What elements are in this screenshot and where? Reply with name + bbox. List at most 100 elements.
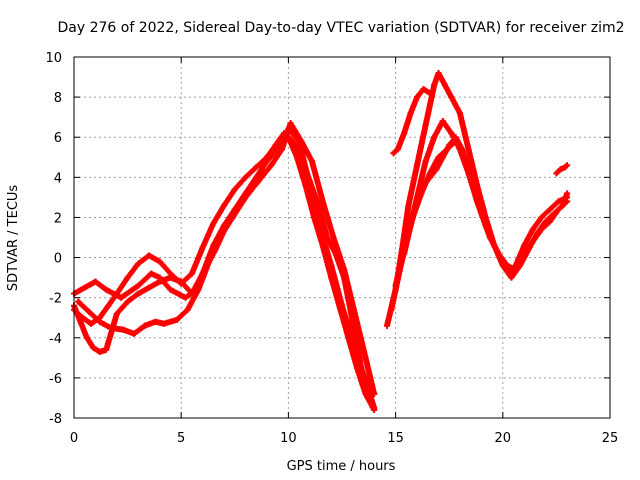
data-point (268, 162, 275, 169)
y-tick-label: -6 (49, 372, 62, 387)
y-tick-label: -2 (49, 292, 62, 307)
y-tick-label: 2 (54, 211, 62, 226)
data-point (407, 110, 414, 117)
data-point (414, 94, 421, 101)
data-point (407, 222, 414, 229)
data-point (103, 346, 110, 353)
data-point (195, 286, 202, 293)
data-point (81, 284, 88, 291)
data-point (349, 338, 356, 345)
data-point (120, 326, 127, 333)
data-point (96, 318, 103, 325)
data-point (420, 182, 427, 189)
data-point (146, 284, 153, 291)
data-point (351, 310, 358, 317)
data-point (173, 316, 180, 323)
data-point (141, 322, 148, 329)
data-point (178, 278, 185, 285)
data-point (557, 166, 564, 173)
data-point (465, 166, 472, 173)
data-point (90, 344, 97, 351)
x-tick-label: 15 (387, 431, 404, 446)
data-point (486, 234, 493, 241)
data-point (242, 174, 249, 181)
data-point (96, 348, 103, 355)
data-point (161, 320, 168, 327)
data-point (188, 270, 195, 277)
data-point (431, 82, 438, 89)
data-point (431, 134, 438, 141)
chart-title: Day 276 of 2022, Sidereal Day-to-day VTE… (58, 20, 625, 36)
data-point (448, 94, 455, 101)
data-point (231, 186, 238, 193)
data-point (390, 150, 397, 157)
data-point (394, 146, 401, 153)
data-point (521, 250, 528, 257)
data-point (306, 182, 313, 189)
data-point (113, 290, 120, 297)
data-point (392, 282, 399, 289)
data-point (135, 282, 142, 289)
data-point (433, 166, 440, 173)
data-point (452, 134, 459, 141)
data-point (426, 90, 433, 97)
data-point (255, 178, 262, 185)
series-track-3 (71, 126, 378, 397)
data-point (446, 142, 453, 149)
data-point (362, 354, 369, 361)
data-point (459, 146, 466, 153)
data-point (529, 226, 536, 233)
data-point (529, 238, 536, 245)
data-point (124, 274, 131, 281)
data-point (538, 226, 545, 233)
data-point (564, 190, 571, 197)
data-point (555, 198, 562, 205)
data-point (330, 234, 337, 241)
data-point (564, 162, 571, 169)
data-point (405, 202, 412, 209)
data-point (86, 308, 93, 315)
data-point (341, 266, 348, 273)
data-point (414, 198, 421, 205)
data-point (298, 138, 305, 145)
data-point (152, 318, 159, 325)
data-point (216, 234, 223, 241)
data-point (362, 390, 369, 397)
series-track-9 (390, 86, 433, 157)
data-point (512, 266, 519, 273)
x-tick-label: 10 (280, 431, 297, 446)
y-tick-label: -4 (49, 332, 62, 347)
data-point (293, 154, 300, 161)
data-point (113, 310, 120, 317)
data-point (414, 162, 421, 169)
x-tick-label: 0 (70, 431, 78, 446)
data-point (471, 186, 478, 193)
data-point (319, 198, 326, 205)
series-track-4 (75, 120, 378, 397)
series-track-10 (553, 162, 571, 177)
y-axis-label: SDTVAR / TECUs (6, 185, 21, 292)
data-point (88, 320, 95, 327)
data-point (131, 330, 138, 337)
data-point (546, 206, 553, 213)
data-point (107, 324, 114, 331)
data-point (538, 214, 545, 221)
data-point (167, 286, 174, 293)
y-tick-label: 0 (54, 252, 62, 267)
data-point (465, 146, 472, 153)
data-point (401, 130, 408, 137)
x-tick-label: 20 (495, 431, 512, 446)
y-tick-label: 8 (54, 91, 62, 106)
data-point (229, 214, 236, 221)
data-point (441, 82, 448, 89)
series-track-8 (401, 134, 478, 257)
data-point (210, 220, 217, 227)
data-point (317, 226, 324, 233)
data-point (135, 260, 142, 267)
data-point (401, 250, 408, 257)
data-point (546, 218, 553, 225)
data-point (439, 154, 446, 161)
data-point (263, 158, 270, 165)
data-point (167, 274, 174, 281)
